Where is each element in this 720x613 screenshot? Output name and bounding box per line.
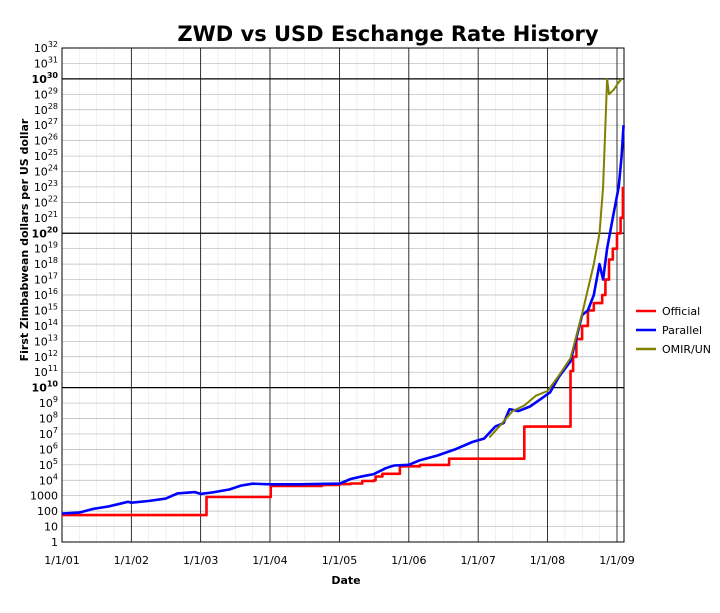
x-tick-label: 1/1/04 [252,554,287,567]
y-tick-label: 104 [39,472,58,487]
y-tick-label: 1023 [34,179,58,194]
y-tick-label: 1025 [34,148,58,163]
series-line-omir-un [488,77,623,439]
x-tick-label: 1/1/07 [460,554,495,567]
series-layer [61,77,625,517]
y-tick-label: 1013 [34,333,58,348]
chart-title: ZWD vs USD Eschange Rate History [177,22,599,46]
y-tick-label: 105 [39,457,58,472]
y-tick-label: 1024 [34,164,58,179]
y-tick-label: 1032 [34,40,58,55]
y-tick-label: 1021 [34,210,58,225]
grid-layer [61,47,625,543]
y-tick-label: 1018 [34,256,58,271]
x-tick-label: 1/1/05 [322,554,357,567]
x-axis-tick-labels: 1/1/01 1/1/02 1/1/03 1/1/04 1/1/05 1/1/06 1/1/… [44,554,634,567]
y-tick-label: 10 [44,521,58,534]
series-line-parallel [61,125,625,515]
y-tick-label: 1019 [34,241,58,256]
x-tick-label: 1/1/09 [599,554,634,567]
y-tick-label: 1015 [34,302,58,317]
y-tick-label: 1014 [34,318,58,333]
plot-frame [61,47,625,543]
x-tick-label: 1/1/02 [114,554,149,567]
y-tick-label: 1 [51,536,58,549]
legend: Official Parallel OMIR/UN [636,305,711,356]
y-tick-label: 100 [37,505,58,518]
y-tick-label: 1000 [30,490,58,503]
y-tick-label: 1026 [34,133,58,148]
x-tick-label: 1/1/06 [391,554,426,567]
y-tick-label: 1016 [34,287,58,302]
y-tick-label: 1020 [32,225,59,240]
x-axis-title: Date [331,574,360,587]
y-tick-label: 1027 [34,117,58,132]
x-tick-label: 1/1/03 [183,554,218,567]
y-tick-label: 106 [39,441,58,456]
y-tick-label: 1022 [34,194,58,209]
legend-label: Parallel [662,324,702,337]
y-tick-label: 1028 [34,102,58,117]
legend-label: Official [662,305,700,318]
legend-label: OMIR/UN [662,343,711,356]
y-axis-title: First Zimbabwean dollars per US dollar [18,118,31,361]
series-line-official [62,186,625,517]
y-tick-label: 107 [39,426,58,441]
y-tick-label: 1017 [34,272,58,287]
y-tick-label: 1011 [34,364,58,379]
y-tick-label: 1010 [32,380,59,395]
y-tick-label: 1029 [34,86,58,101]
x-tick-label: 1/1/01 [44,554,79,567]
y-tick-label: 1031 [34,55,58,70]
x-tick-label: 1/1/08 [530,554,565,567]
y-tick-label: 1012 [34,349,58,364]
y-tick-label: 1030 [32,71,59,86]
y-tick-label: 109 [39,395,58,410]
y-tick-label: 108 [39,411,58,426]
y-axis-tick-labels: 1 10 100 1000 104105106107108109101010111012… [30,40,58,549]
